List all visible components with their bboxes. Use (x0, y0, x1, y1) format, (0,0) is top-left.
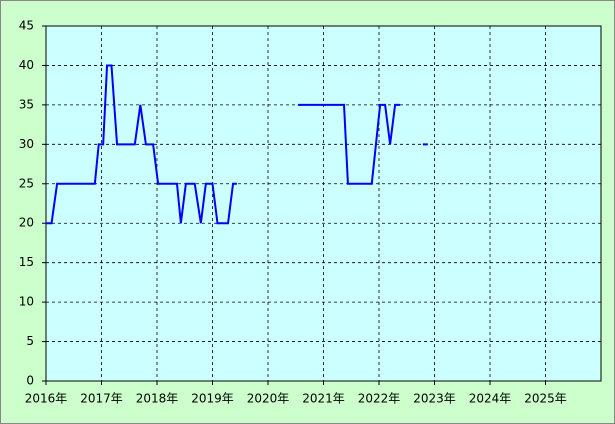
y-tick-label: 35 (19, 97, 34, 111)
x-tick-label: 2024年 (469, 392, 512, 406)
y-tick-label: 25 (19, 176, 34, 190)
y-tick-label: 45 (19, 19, 34, 33)
x-tick-label: 2025年 (524, 392, 567, 406)
x-tick-label: 2016年 (25, 392, 68, 406)
x-tick-label: 2023年 (413, 392, 456, 406)
plot-frame (45, 25, 602, 382)
y-tick-label: 20 (19, 216, 34, 230)
x-tick-label: 2017年 (80, 392, 123, 406)
y-tick-label: 0 (26, 374, 34, 388)
y-tick-label: 5 (26, 334, 34, 348)
y-tick-label: 30 (19, 137, 34, 151)
x-tick-label: 2021年 (302, 392, 345, 406)
y-tick-label: 15 (19, 255, 34, 269)
y-tick-label: 40 (19, 58, 34, 72)
data-line (46, 64, 428, 225)
x-tick-label: 2022年 (358, 392, 401, 406)
y-tick-label: 10 (19, 295, 34, 309)
x-tick-label: 2019年 (191, 392, 234, 406)
x-tick-label: 2018年 (136, 392, 179, 406)
x-tick-label: 2020年 (247, 392, 290, 406)
